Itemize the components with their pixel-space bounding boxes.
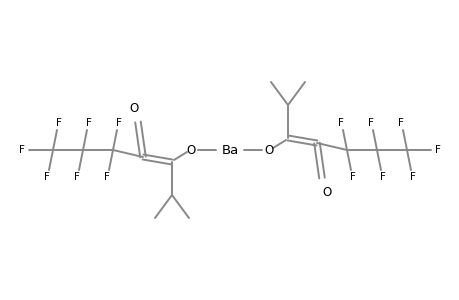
Text: F: F: [19, 145, 25, 155]
Text: F: F: [409, 172, 415, 182]
Text: O: O: [186, 143, 195, 157]
Text: F: F: [337, 118, 343, 128]
Text: F: F: [434, 145, 440, 155]
Text: F: F: [397, 118, 403, 128]
Text: Ba: Ba: [221, 143, 238, 157]
Text: F: F: [74, 172, 80, 182]
Text: O: O: [129, 101, 138, 115]
Text: O: O: [322, 185, 331, 199]
Text: F: F: [116, 118, 122, 128]
Text: F: F: [56, 118, 62, 128]
Text: F: F: [379, 172, 385, 182]
Text: O: O: [264, 143, 273, 157]
Text: F: F: [104, 172, 110, 182]
Text: F: F: [349, 172, 355, 182]
Text: F: F: [44, 172, 50, 182]
Text: F: F: [367, 118, 373, 128]
Text: F: F: [86, 118, 92, 128]
